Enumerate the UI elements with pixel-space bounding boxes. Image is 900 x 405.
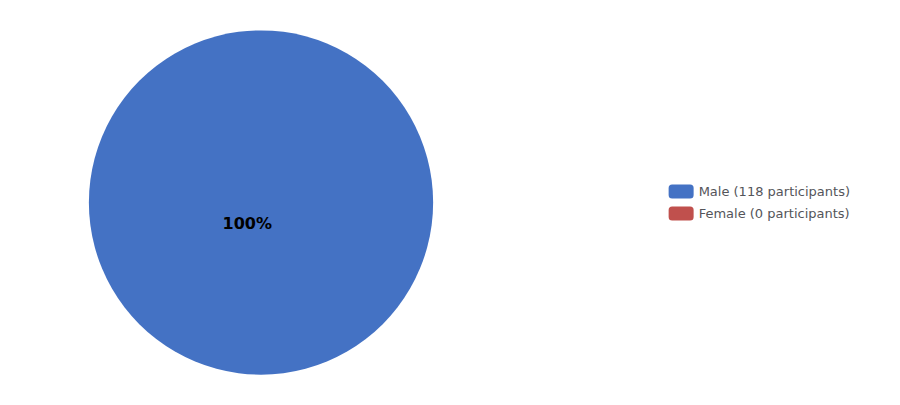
svg-text:100%: 100% [223,214,272,233]
svg-text:Male (118 participants): Male (118 participants) [699,184,850,199]
svg-text:Female (0 participants): Female (0 participants) [699,206,850,221]
